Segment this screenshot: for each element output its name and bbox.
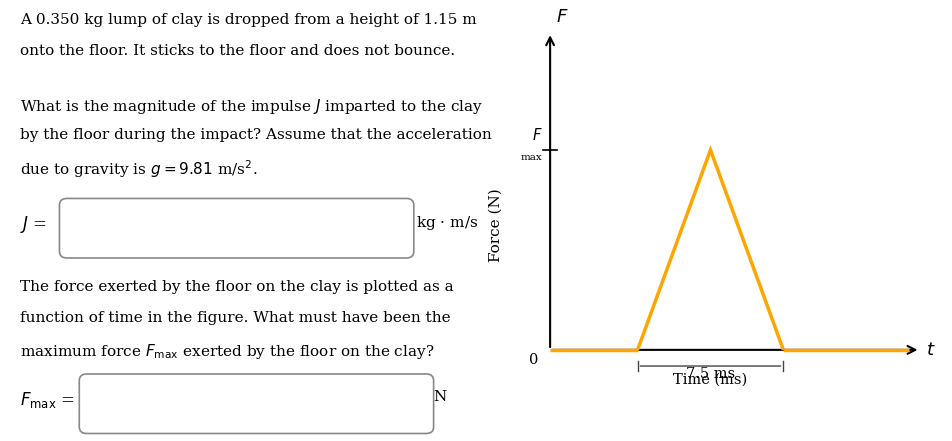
FancyBboxPatch shape xyxy=(79,374,433,434)
Text: $F$: $F$ xyxy=(555,8,568,26)
Text: What is the magnitude of the impulse $J$ imparted to the clay: What is the magnitude of the impulse $J$… xyxy=(20,97,483,116)
Text: A 0.350 kg lump of clay is dropped from a height of 1.15 m: A 0.350 kg lump of clay is dropped from … xyxy=(20,13,476,27)
Text: 0: 0 xyxy=(528,353,538,367)
Text: $t$: $t$ xyxy=(925,341,935,359)
FancyBboxPatch shape xyxy=(59,198,413,258)
Text: function of time in the figure. What must have been the: function of time in the figure. What mus… xyxy=(20,311,450,325)
Text: N: N xyxy=(433,390,446,404)
Text: The force exerted by the floor on the clay is plotted as a: The force exerted by the floor on the cl… xyxy=(20,280,453,294)
Text: $J$ =: $J$ = xyxy=(20,214,47,235)
Text: onto the floor. It sticks to the floor and does not bounce.: onto the floor. It sticks to the floor a… xyxy=(20,44,454,58)
Text: by the floor during the impact? Assume that the acceleration: by the floor during the impact? Assume t… xyxy=(20,128,491,142)
Text: Time (ms): Time (ms) xyxy=(673,373,746,387)
Text: $F_{\rm max}$ =: $F_{\rm max}$ = xyxy=(20,390,74,410)
Text: Force (N): Force (N) xyxy=(488,188,502,262)
Text: max: max xyxy=(521,153,543,162)
Text: kg $\cdot$ m/s: kg $\cdot$ m/s xyxy=(416,214,478,232)
Text: due to gravity is $g = 9.81$ m/s$^2$.: due to gravity is $g = 9.81$ m/s$^2$. xyxy=(20,159,257,180)
Text: $F$: $F$ xyxy=(531,127,543,142)
Text: maximum force $F_{\rm max}$ exerted by the floor on the clay?: maximum force $F_{\rm max}$ exerted by t… xyxy=(20,342,434,361)
Text: 7.5 ms: 7.5 ms xyxy=(685,367,734,381)
